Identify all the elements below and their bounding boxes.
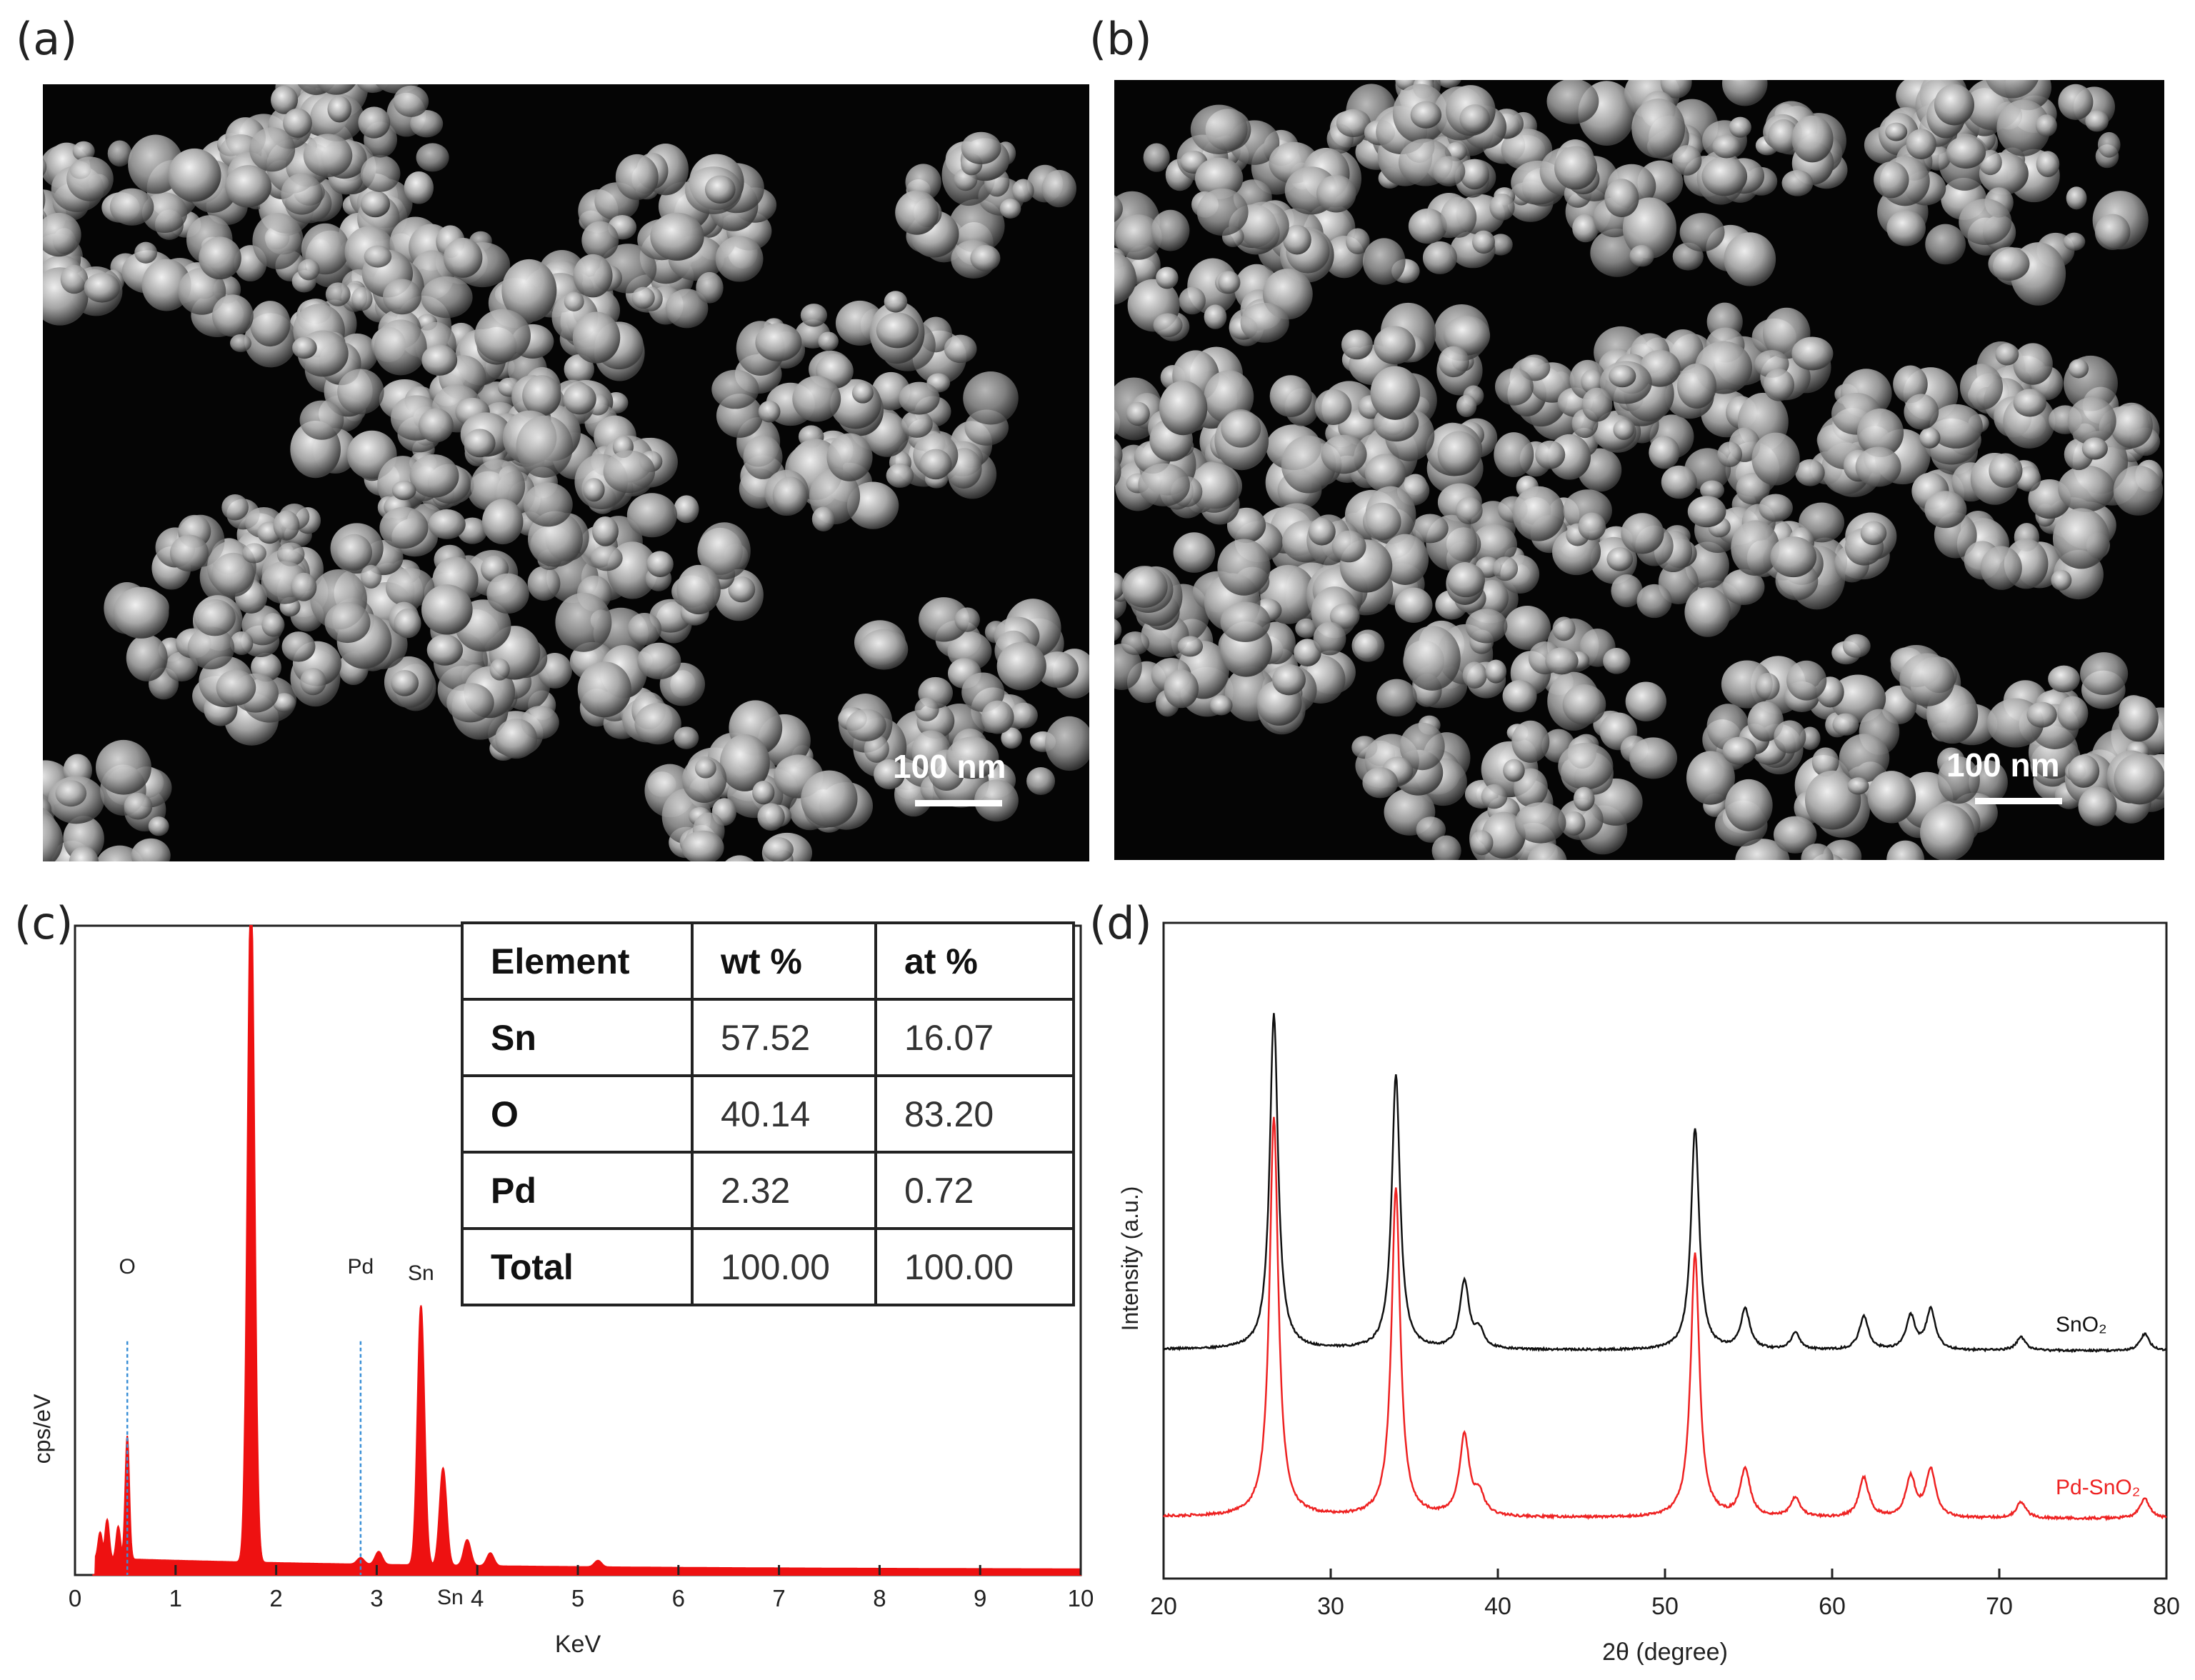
panel-label-d: (d) xyxy=(1089,897,1152,949)
table-cell-element: O xyxy=(461,1074,694,1154)
table-cell-element: Sn xyxy=(461,998,694,1077)
scale-bar-b xyxy=(1975,798,2062,804)
sem-particles-b xyxy=(1114,80,2164,860)
panel-label-c: (c) xyxy=(14,897,74,949)
table-row: Total 100.00 100.00 xyxy=(461,1227,1075,1306)
xrd-pattern-chart: SnO₂ Pd-SnO₂ 20 30 40 50 60 70 80 2θ (degree) Inte… xyxy=(1117,921,2180,1666)
table-cell-wt: 40.14 xyxy=(691,1074,877,1154)
particle-aggregates xyxy=(43,84,1089,861)
x-tick-label: 8 xyxy=(873,1585,886,1611)
sem-image-b: 100 nm xyxy=(1114,80,2164,860)
peak-label: Sn xyxy=(437,1586,464,1609)
table-header-at: at % xyxy=(874,921,1075,1001)
table-cell-element: Total xyxy=(461,1227,694,1306)
series-label: Pd-SnO₂ xyxy=(2056,1476,2140,1499)
x-tick-label: 10 xyxy=(1068,1585,1094,1611)
sem-image-a: 100 nm xyxy=(43,84,1089,861)
x-axis-label: KeV xyxy=(555,1631,601,1658)
peak-label: Sn xyxy=(408,1261,434,1285)
x-tick-label: 4 xyxy=(471,1585,484,1611)
x-tick-label: 9 xyxy=(974,1585,986,1611)
eds-composition-table: Element wt % at % Sn 57.52 16.07 O 40.14… xyxy=(461,921,1075,1306)
x-tick-label: 70 xyxy=(1986,1593,2013,1620)
x-tick-label: 3 xyxy=(370,1585,383,1611)
y-axis-label: cps/eV xyxy=(29,1394,55,1464)
table-header-element: Element xyxy=(461,921,694,1001)
table-cell-at: 83.20 xyxy=(874,1074,1075,1154)
table-cell-at: 100.00 xyxy=(874,1227,1075,1306)
x-tick-label: 1 xyxy=(169,1585,182,1611)
y-axis-label: Intensity (a.u.) xyxy=(1117,1186,1143,1331)
table-row: Sn 57.52 16.07 xyxy=(461,998,1075,1077)
x-tick-label: 80 xyxy=(2153,1593,2180,1620)
x-tick-label: 20 xyxy=(1150,1593,1177,1620)
x-tick-label: 7 xyxy=(772,1585,785,1611)
xrd-series-line xyxy=(1163,1013,2167,1354)
sem-particles-a xyxy=(43,84,1089,861)
scale-bar-label-a: 100 nm xyxy=(893,748,1006,785)
x-tick-label: 0 xyxy=(69,1585,81,1611)
particle-aggregates xyxy=(1114,80,2164,860)
scale-bar-a xyxy=(915,800,1002,806)
eds-spectrum-area xyxy=(91,925,1082,1576)
x-tick-label: 40 xyxy=(1484,1593,1511,1620)
table-cell-at: 16.07 xyxy=(874,998,1075,1077)
table-cell-element: Pd xyxy=(461,1151,694,1230)
table-cell-wt: 100.00 xyxy=(691,1227,877,1306)
x-tick-label: 30 xyxy=(1317,1593,1344,1620)
table-cell-at: 0.72 xyxy=(874,1151,1075,1230)
peak-label: Pd xyxy=(348,1255,374,1279)
table-row: O 40.14 83.20 xyxy=(461,1074,1075,1154)
x-tick-label: 6 xyxy=(672,1585,685,1611)
x-tick-label: 60 xyxy=(1819,1593,1846,1620)
panel-label-a: (a) xyxy=(16,13,78,65)
x-axis-label: 2θ (degree) xyxy=(1602,1639,1728,1666)
x-tick-label: 2 xyxy=(269,1585,282,1611)
series-label: SnO₂ xyxy=(2056,1313,2107,1336)
plot-frame xyxy=(1162,921,2168,1580)
table-header-wt: wt % xyxy=(691,921,877,1001)
x-tick-label: 50 xyxy=(1651,1593,1679,1620)
panel-label-b: (b) xyxy=(1089,13,1152,65)
table-cell-wt: 57.52 xyxy=(691,998,877,1077)
peak-label: O xyxy=(119,1255,136,1279)
x-tick-label: 5 xyxy=(571,1585,584,1611)
xrd-series-line xyxy=(1162,1116,2167,1521)
table-header-row: Element wt % at % xyxy=(461,921,1075,1001)
table-cell-wt: 2.32 xyxy=(691,1151,877,1230)
table-row: Pd 2.32 0.72 xyxy=(461,1151,1075,1230)
scale-bar-label-b: 100 nm xyxy=(1946,746,2060,784)
